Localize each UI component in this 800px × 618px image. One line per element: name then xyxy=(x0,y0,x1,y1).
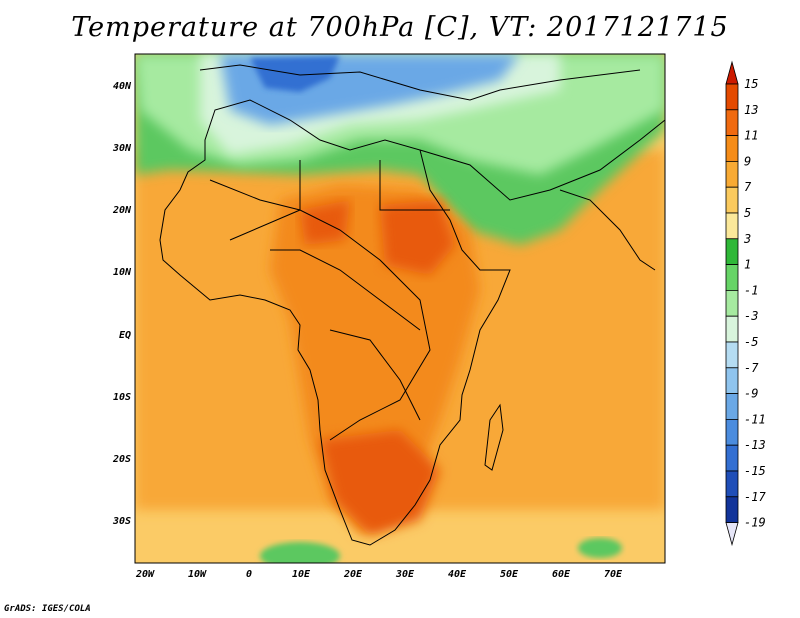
colorbar-swatch xyxy=(725,264,739,291)
lon-label-20e: 20E xyxy=(343,569,363,580)
latitude-labels: 40N 30N 20N 10N EQ 10S 20S 30S xyxy=(112,81,132,527)
colorbar-label: 9 xyxy=(744,154,751,168)
credit-text: GrADS: IGES/COLA xyxy=(4,604,91,614)
colorbar-label: 13 xyxy=(744,103,758,117)
colorbar-swatch xyxy=(725,135,739,162)
colorbar-swatch xyxy=(725,393,739,420)
colorbar: 15 13 11 9 7 5 3 1 -1 -3 -5 -7 -9 -11 -13 -15 -17 -19 xyxy=(725,60,766,547)
lon-label-20w: 20W xyxy=(135,569,155,580)
lat-label-30s: 30S xyxy=(112,516,131,527)
field-south-green-2 xyxy=(578,538,622,558)
lat-label-20s: 20S xyxy=(112,454,131,465)
lon-label-30e: 30E xyxy=(395,569,415,580)
colorbar-label: 1 xyxy=(744,258,751,272)
lat-label-10n: 10N xyxy=(113,267,132,278)
field-south-green xyxy=(260,542,340,563)
colorbar-label: 11 xyxy=(744,129,758,143)
colorbar-swatch xyxy=(725,418,739,446)
colorbar-label: -9 xyxy=(744,387,758,401)
lat-label-10s: 10S xyxy=(113,392,131,403)
colorbar-swatch xyxy=(725,367,739,394)
colorbar-bottom-arrow xyxy=(725,522,739,547)
colorbar-swatch xyxy=(725,315,739,343)
colorbar-label: 15 xyxy=(744,77,758,91)
coastlines xyxy=(159,64,665,546)
colorbar-top-arrow xyxy=(725,60,739,85)
lon-label-10e: 10E xyxy=(292,569,311,580)
colorbar-swatch xyxy=(725,238,739,266)
colorbar-swatch xyxy=(725,470,739,498)
colorbar-swatch xyxy=(725,160,739,188)
lat-label-30n: 30N xyxy=(112,143,132,154)
longitude-labels: 20W 10W 0 10E 20E 30E 40E 50E 60E 70E xyxy=(135,569,623,580)
lon-label-50e: 50E xyxy=(500,569,519,580)
lat-label-20n: 20N xyxy=(112,205,132,216)
colorbar-label: 3 xyxy=(743,232,751,246)
lon-label-40e: 40E xyxy=(448,569,467,580)
lon-label-70e: 70E xyxy=(604,569,623,580)
colorbar-label: -5 xyxy=(744,335,758,349)
colorbar-label: -13 xyxy=(744,438,766,452)
field-hotspot-south xyxy=(320,430,440,535)
colorbar-swatch xyxy=(725,289,739,317)
colorbar-swatch xyxy=(725,109,739,137)
colorbar-swatch xyxy=(725,341,739,369)
lon-label-10w: 10W xyxy=(188,569,207,580)
colorbar-label: 7 xyxy=(744,180,752,194)
colorbar-label: -7 xyxy=(744,361,759,375)
colorbar-label: -1 xyxy=(744,283,758,297)
colorbar-label: -3 xyxy=(744,309,758,323)
colorbar-label: -15 xyxy=(744,464,766,478)
colorbar-label: 5 xyxy=(744,206,751,220)
map-title: Temperature at 700hPa [C], VT: 201712171… xyxy=(71,12,729,43)
lat-label-eq: EQ xyxy=(119,330,131,341)
colorbar-label: -17 xyxy=(744,490,766,504)
field-hotspot-sahara xyxy=(380,200,455,275)
lon-label-60e: 60E xyxy=(552,569,571,580)
lat-label-40n: 40N xyxy=(113,81,132,92)
colorbar-swatch xyxy=(725,83,739,111)
lon-label-0: 0 xyxy=(246,569,252,580)
colorbar-swatch xyxy=(725,212,739,240)
colorbar-swatch xyxy=(725,496,739,523)
colorbar-label: -11 xyxy=(744,412,766,426)
colorbar-swatch xyxy=(725,186,739,214)
map-frame xyxy=(134,53,666,564)
colorbar-label: -19 xyxy=(744,516,766,530)
temperature-field xyxy=(135,54,665,563)
colorbar-swatch xyxy=(725,444,739,472)
